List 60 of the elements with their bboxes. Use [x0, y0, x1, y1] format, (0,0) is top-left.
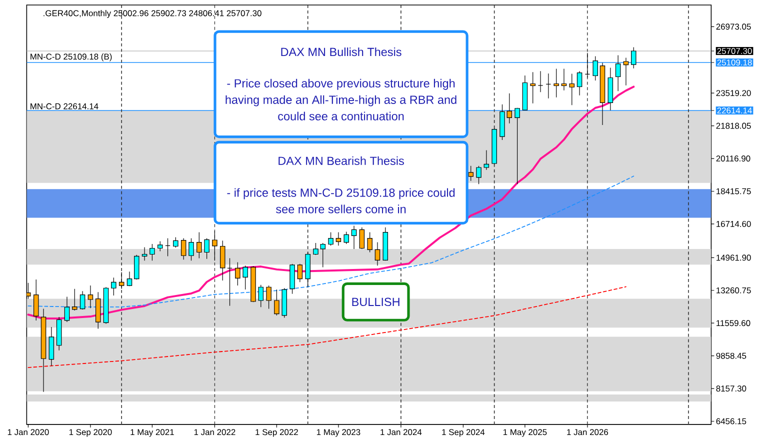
- candlestick: [623, 57, 629, 86]
- y-tick-label: 18415.75: [716, 188, 751, 194]
- x-tick-label: 1 May 2021: [130, 428, 174, 437]
- x-tick-label: 1 Jan 2026: [567, 428, 608, 435]
- candlestick: [546, 72, 552, 99]
- candlestick: [584, 52, 590, 78]
- y-tick-label: 23519.20: [716, 90, 751, 96]
- y-tick-label: 20116.90: [716, 155, 750, 162]
- annotation: DAX MN Bearish Thesis: [278, 156, 404, 165]
- y-tick-label: 16714.60: [716, 220, 751, 227]
- candlestick: [33, 279, 39, 321]
- x-tick-label: 1 Jan 2020: [8, 428, 49, 435]
- candlestick: [336, 232, 342, 246]
- x-tick-label: 1 May 2023: [316, 428, 360, 437]
- ref-line-label: MN-C-D 22614.14: [30, 103, 98, 110]
- x-tick-label: 1 Sep 2020: [69, 428, 112, 437]
- y-tick-label: 22614.14: [717, 107, 752, 114]
- annotation: - if price tests MN-C-D 25109.18 price could see more sellers come in: [227, 188, 455, 214]
- candlestick: [64, 296, 70, 322]
- candlestick: [538, 70, 544, 92]
- candlestick: [351, 225, 357, 250]
- candlestick: [600, 62, 606, 126]
- annotation: BULLISH: [352, 298, 400, 306]
- y-tick-label: 26973.05: [716, 23, 751, 30]
- y-tick-label: 9858.45: [716, 352, 746, 359]
- candlestick: [569, 73, 575, 106]
- candlestick: [88, 285, 94, 308]
- candlestick: [142, 246, 148, 261]
- y-tick-label: 25707.30: [717, 48, 752, 54]
- candlestick: [522, 74, 528, 110]
- candlestick: [554, 68, 559, 98]
- candlestick: [561, 68, 567, 91]
- candlestick: [615, 54, 621, 92]
- candlestick: [72, 288, 78, 311]
- candlestick: [40, 308, 46, 392]
- x-tick-label: 1 May 2025: [503, 428, 547, 437]
- y-tick-label: 11559.60: [716, 320, 750, 326]
- candlestick: [126, 271, 132, 286]
- line-series: [28, 286, 626, 368]
- candlestick: [80, 290, 86, 309]
- ref-line-label: MN-C-D 25109.18 (B): [30, 53, 112, 62]
- candlestick: [530, 72, 536, 104]
- y-tick-label: 21818.05: [716, 122, 751, 129]
- y-tick-label: 8157.30: [716, 385, 746, 392]
- y-tick-label: 25109.18: [717, 59, 752, 66]
- y-tick-label: 6456.15: [716, 418, 746, 424]
- y-tick-label: 14961.90: [716, 254, 751, 260]
- candlestick: [103, 286, 109, 324]
- x-tick-label: 1 Jan 2024: [380, 428, 422, 435]
- annotation: DAX MN Bullish Thesis: [281, 47, 402, 56]
- candlestick: [374, 242, 380, 266]
- x-tick-label: 1 Sep 2024: [442, 428, 485, 437]
- candlestick: [250, 266, 256, 302]
- candlestick: [576, 70, 582, 96]
- x-tick-label: 1 Jan 2022: [194, 428, 236, 435]
- annotation: - Price closed above previous structure high having made an All-Time-high as a RBR and could see a continuation: [226, 78, 456, 120]
- x-tick-label: 1 Sep 2022: [256, 428, 298, 437]
- y-tick-label: 13260.75: [716, 287, 751, 294]
- candlestick: [227, 258, 232, 306]
- text: .GER40C,Monthly 25002.96 25902.73 24806.41 25707.30: [44, 10, 262, 18]
